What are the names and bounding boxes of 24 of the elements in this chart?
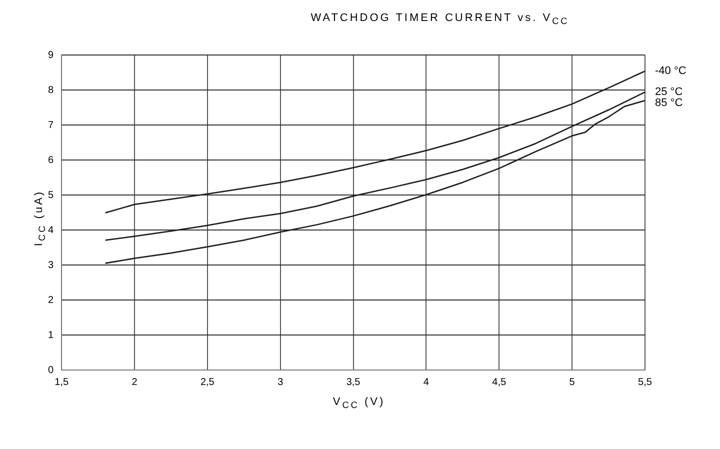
y-tick-label: 0 <box>48 364 54 376</box>
y-tick-label: 8 <box>48 84 54 96</box>
y-tick-label: 7 <box>48 120 54 131</box>
y-tick-label: 5 <box>48 190 54 201</box>
x-axis-title: V$_{CC}$ (V) <box>332 396 386 410</box>
y-tick-label: 4 <box>48 224 54 236</box>
series-label: -40 °C <box>655 65 686 78</box>
series-label: 85 °C <box>655 97 683 110</box>
y-tick-label: 6 <box>48 154 54 166</box>
series-label: 25 °C <box>655 86 683 98</box>
x-tick-label: 4 <box>423 376 430 388</box>
x-tick-label: 4,5 <box>492 376 507 388</box>
x-tick-label: 2,5 <box>200 376 215 388</box>
x-tick-label: 3,5 <box>346 376 361 388</box>
chart-title: WATCHDOG TIMER CURRENT vs. V$_{CC}$ <box>310 12 570 26</box>
x-tick-label: 3 <box>278 376 284 388</box>
x-tick-label: 1,5 <box>54 376 69 388</box>
y-tick-label: 3 <box>48 260 54 271</box>
x-tick-label: 2 <box>132 376 138 388</box>
y-tick-label: 2 <box>48 294 54 306</box>
x-tick-label: 5,5 <box>638 376 652 388</box>
y-tick-label: 1 <box>48 330 54 341</box>
x-tick-label: 5 <box>569 376 576 388</box>
y-tick-label: 9 <box>48 50 54 61</box>
